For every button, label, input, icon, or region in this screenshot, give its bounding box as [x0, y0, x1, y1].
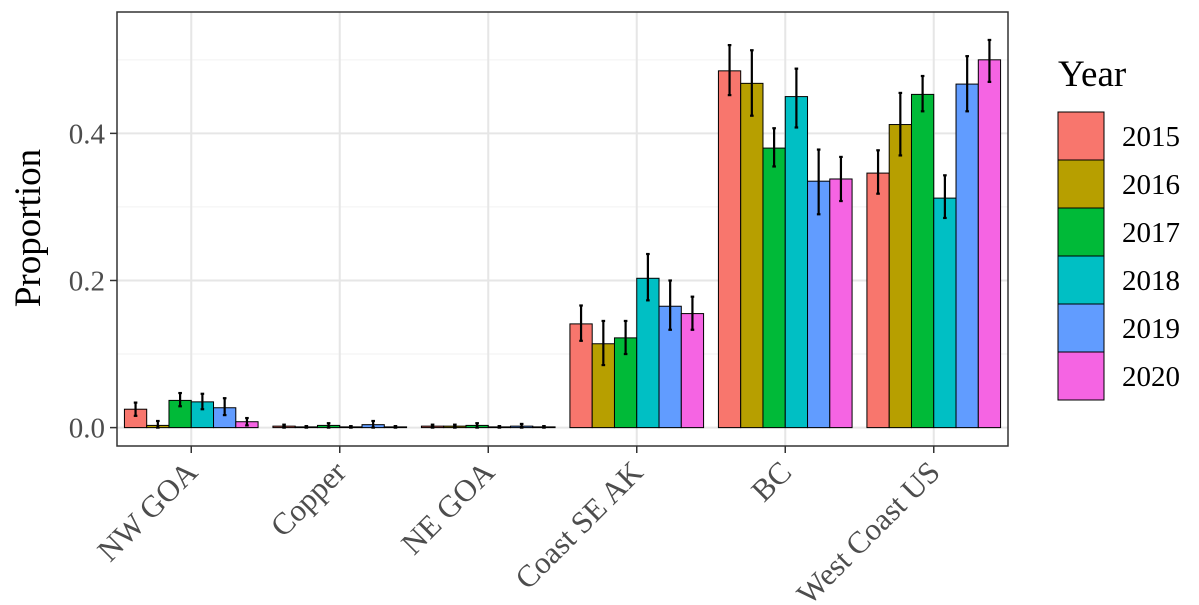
legend-key	[1057, 159, 1105, 209]
legend-label: 2019	[1122, 313, 1180, 345]
x-tick-label: NE GOA	[394, 454, 501, 561]
bar	[910, 93, 935, 429]
legend-key	[1057, 351, 1105, 401]
x-tick-label: NW GOA	[90, 454, 204, 568]
x-tick-label: BC	[744, 454, 798, 508]
legend-key	[1057, 255, 1105, 305]
x-tick-label: West Coast US	[790, 454, 947, 605]
legend-label: 2018	[1122, 265, 1180, 297]
legend-label: 2016	[1122, 169, 1180, 201]
bar	[717, 70, 742, 429]
legend-key	[1057, 303, 1105, 353]
legend-label: 2015	[1122, 121, 1180, 153]
bar	[807, 180, 831, 429]
error-bars	[133, 38, 992, 429]
x-tick-label: Copper	[263, 454, 353, 544]
bar	[866, 172, 890, 429]
bar	[829, 178, 853, 429]
x-tick-label: Coast SE AK	[508, 454, 650, 596]
y-tick-label: 0.2	[69, 265, 105, 297]
bar	[888, 124, 912, 429]
legend-title: Year	[1058, 54, 1126, 95]
y-tick-label: 0.4	[69, 118, 106, 150]
legend-key	[1057, 207, 1105, 257]
bar	[762, 147, 786, 429]
legend-label: 2020	[1122, 361, 1180, 393]
bar	[977, 59, 1002, 429]
bar	[784, 96, 809, 429]
legend: Year 2015 2016 2017 2018 2019 2020	[1057, 54, 1180, 401]
plot-panel	[117, 12, 1008, 446]
plot-border	[116, 11, 1009, 447]
y-tick-label: 0.0	[69, 413, 105, 445]
plot-background	[117, 12, 1008, 446]
bars	[123, 59, 1002, 429]
bar	[740, 82, 764, 429]
legend-key	[1057, 111, 1105, 161]
legend-label: 2017	[1122, 217, 1180, 249]
y-axis-title: Proportion	[8, 149, 49, 307]
bar	[933, 197, 957, 429]
bar	[955, 83, 979, 429]
